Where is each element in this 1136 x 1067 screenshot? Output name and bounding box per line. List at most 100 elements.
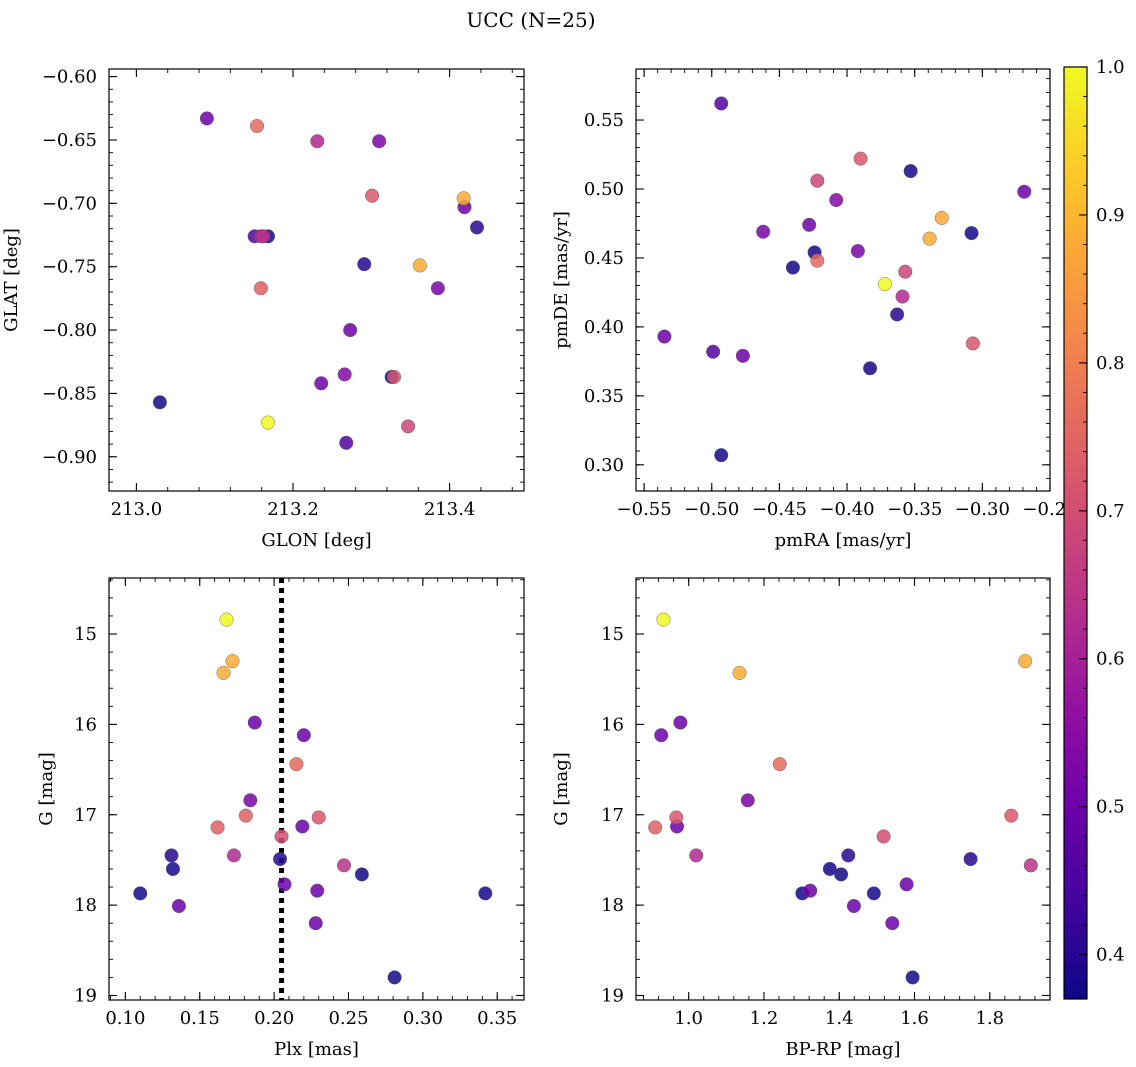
y-tick-label: −0.70 (42, 193, 97, 214)
scatter-point (735, 348, 750, 363)
scatter-panel-glon-glat: 213.0 213.2 213.4 −0.90 −0.85 −0.80 −0.75 −0.70… (1, 67, 525, 551)
scatter-point (247, 715, 262, 730)
y-tick-label: −0.75 (42, 257, 97, 278)
y-tick-label: 17 (74, 805, 97, 826)
scatter-point (337, 367, 352, 382)
scatter-point (357, 257, 372, 272)
scatter-point (1017, 184, 1032, 199)
scatter-point (714, 96, 729, 111)
scatter-point (308, 916, 323, 931)
colorbar-tick-label: 0.7 (1096, 501, 1125, 522)
y-tick-label: 0.55 (584, 110, 624, 131)
scatter-point (295, 819, 310, 834)
scatter-point (714, 448, 729, 463)
scatter-point (756, 224, 771, 239)
y-axis-label: G [mag] (36, 752, 57, 825)
x-tick-label: −0.45 (752, 499, 807, 520)
scatter-point (165, 861, 180, 876)
x-tick-label: 0.30 (403, 1008, 443, 1029)
scatter-point (238, 808, 253, 823)
scatter-point (470, 220, 485, 235)
scatter-point (401, 419, 416, 434)
scatter-point (430, 281, 445, 296)
scatter-point (656, 612, 671, 627)
scatter-point (846, 899, 861, 914)
colorbar-tick-label: 0.4 (1096, 945, 1125, 966)
scatter-point (210, 820, 225, 835)
x-tick-label: 0.15 (180, 1008, 220, 1029)
plot-frame (635, 577, 1051, 1001)
x-tick-label: 1.4 (825, 1008, 854, 1029)
x-axis-label: BP-RP [mag] (785, 1039, 900, 1060)
scatter-point (899, 877, 914, 892)
y-tick-label: 17 (601, 805, 624, 826)
scatter-point (890, 307, 905, 322)
points-layer (133, 578, 493, 1000)
scatter-point (810, 173, 825, 188)
scatter-point (199, 111, 214, 126)
x-tick-label: −0.35 (887, 499, 942, 520)
scatter-point (689, 848, 704, 863)
y-tick-label: 15 (74, 624, 97, 645)
scatter-point (216, 665, 231, 680)
y-tick-label: 0.35 (584, 386, 624, 407)
y-tick-label: 16 (601, 714, 624, 735)
scatter-point (412, 258, 427, 273)
scatter-point (877, 277, 892, 292)
scatter-point (311, 810, 326, 825)
y-tick-label: 19 (601, 985, 624, 1006)
scatter-point (372, 134, 387, 149)
scatter-point (152, 395, 167, 410)
scatter-point (260, 415, 275, 430)
x-tick-label: −0.30 (955, 499, 1010, 520)
scatter-point (354, 867, 369, 882)
scatter-point (895, 289, 910, 304)
scatter-point (171, 899, 186, 914)
y-tick-label: 19 (74, 985, 97, 1006)
y-tick-label: 0.50 (584, 179, 624, 200)
scatter-point (863, 361, 878, 376)
scatter-point (219, 612, 234, 627)
y-tick-label: −0.85 (42, 383, 97, 404)
scatter-point (834, 867, 849, 882)
scatter-point (1004, 808, 1019, 823)
x-tick-label: −0.50 (684, 499, 739, 520)
scatter-point (876, 829, 891, 844)
x-tick-label: −0.40 (819, 499, 874, 520)
x-axis-label: pmRA [mas/yr] (775, 530, 912, 551)
y-tick-label: 0.45 (584, 248, 624, 269)
scatter-point (850, 244, 865, 259)
y-tick-label: 0.40 (584, 317, 624, 338)
scatter-point (810, 253, 825, 268)
x-tick-label: 213.4 (424, 499, 476, 520)
x-tick-label: −0.55 (617, 499, 672, 520)
scatter-point (226, 848, 241, 863)
scatter-point (273, 852, 288, 867)
scatter-point (740, 793, 755, 808)
scatter-point (339, 435, 354, 450)
colorbar: 0.4 0.5 0.6 0.7 0.8 0.9 1.0 (1063, 57, 1125, 1000)
scatter-point (732, 665, 747, 680)
colorbar-tick-label: 0.8 (1096, 353, 1125, 374)
x-tick-label: 213.0 (111, 499, 163, 520)
scatter-point (133, 886, 148, 901)
x-tick-label: 1.0 (674, 1008, 703, 1029)
scatter-point (387, 970, 402, 985)
scatter-point (905, 970, 920, 985)
scatter-point (903, 164, 918, 179)
scatter-point (934, 210, 949, 225)
scatter-point (803, 883, 818, 898)
scatter-point (343, 323, 358, 338)
scatter-panel-bprp-g: 1.0 1.2 1.4 1.6 1.8 15 16 17 18 19 BP-RP [mag] G [m… (551, 577, 1051, 1060)
scatter-panel-plx-g: 0.10 0.15 0.20 0.25 0.30 0.35 15 16 17 18 19 Plx [m… (36, 577, 525, 1060)
scatter-point (898, 264, 913, 279)
scatter-point (387, 369, 402, 384)
scatter-point (256, 229, 271, 244)
x-tick-label: 1.6 (900, 1008, 929, 1029)
colorbar-tick-label: 0.6 (1096, 649, 1125, 670)
colorbar-tick-label: 1.0 (1096, 57, 1125, 78)
scatter-point (274, 829, 289, 844)
scatter-point (456, 191, 471, 206)
scatter-point (853, 151, 868, 166)
